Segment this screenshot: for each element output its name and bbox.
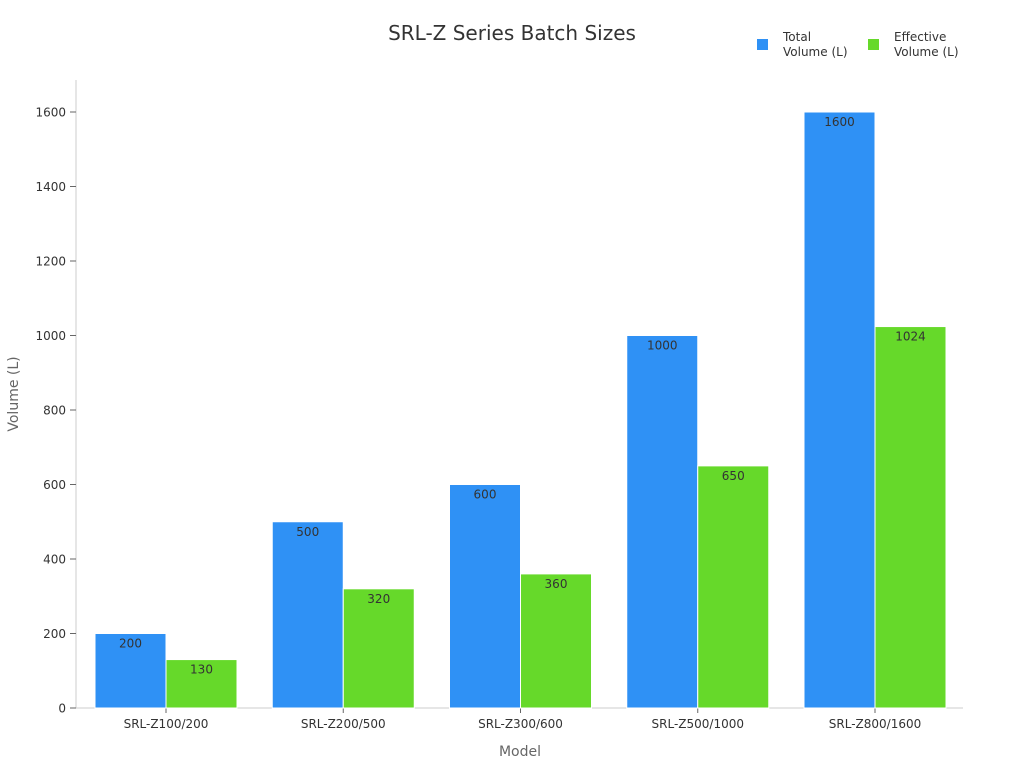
bar-value-label: 1600 bbox=[824, 115, 855, 129]
bar-value-label: 320 bbox=[367, 592, 390, 606]
bar bbox=[165, 659, 238, 709]
bar bbox=[697, 465, 770, 709]
y-tick-label: 800 bbox=[43, 404, 66, 418]
legend-swatch bbox=[868, 39, 879, 50]
bar-value-label: 1000 bbox=[647, 339, 678, 353]
y-tick-label: 1000 bbox=[35, 329, 66, 343]
bar bbox=[94, 633, 167, 709]
bar bbox=[803, 111, 876, 709]
y-tick-label: 200 bbox=[43, 627, 66, 641]
bar-value-label: 130 bbox=[190, 663, 213, 677]
legend-label: Effective Volume (L) bbox=[894, 30, 959, 59]
bar bbox=[874, 326, 947, 709]
bar bbox=[342, 588, 415, 709]
y-tick-label: 1600 bbox=[35, 106, 66, 120]
bar-value-label: 500 bbox=[296, 525, 319, 539]
y-tick-label: 400 bbox=[43, 553, 66, 567]
legend-label: Total Volume (L) bbox=[782, 30, 848, 59]
y-axis-label: Volume (L) bbox=[6, 356, 22, 431]
bar-value-label: 1024 bbox=[895, 330, 926, 344]
y-tick-label: 600 bbox=[43, 478, 66, 492]
bar-value-label: 360 bbox=[545, 577, 568, 591]
bar bbox=[449, 484, 521, 709]
y-tick-label: 1400 bbox=[35, 180, 66, 194]
chart-title: SRL-Z Series Batch Sizes bbox=[388, 21, 636, 45]
y-tick-label: 0 bbox=[58, 702, 66, 716]
bar bbox=[520, 573, 592, 709]
x-tick-label: SRL-Z800/1600 bbox=[829, 717, 921, 731]
bar-value-label: 650 bbox=[722, 469, 745, 483]
y-tick-label: 1200 bbox=[35, 255, 66, 269]
bar bbox=[271, 521, 344, 709]
bar-value-label: 600 bbox=[474, 488, 497, 502]
x-tick-label: SRL-Z200/500 bbox=[301, 717, 386, 731]
legend: Total Volume (L) Effective Volume (L) bbox=[757, 30, 959, 59]
legend-swatch bbox=[757, 39, 768, 50]
x-tick-label: SRL-Z500/1000 bbox=[652, 717, 744, 731]
bar bbox=[626, 335, 699, 709]
bar-value-label: 200 bbox=[119, 637, 142, 651]
x-tick-label: SRL-Z300/600 bbox=[478, 717, 563, 731]
x-tick-label: SRL-Z100/200 bbox=[124, 717, 209, 731]
x-axis-label: Model bbox=[499, 744, 541, 760]
